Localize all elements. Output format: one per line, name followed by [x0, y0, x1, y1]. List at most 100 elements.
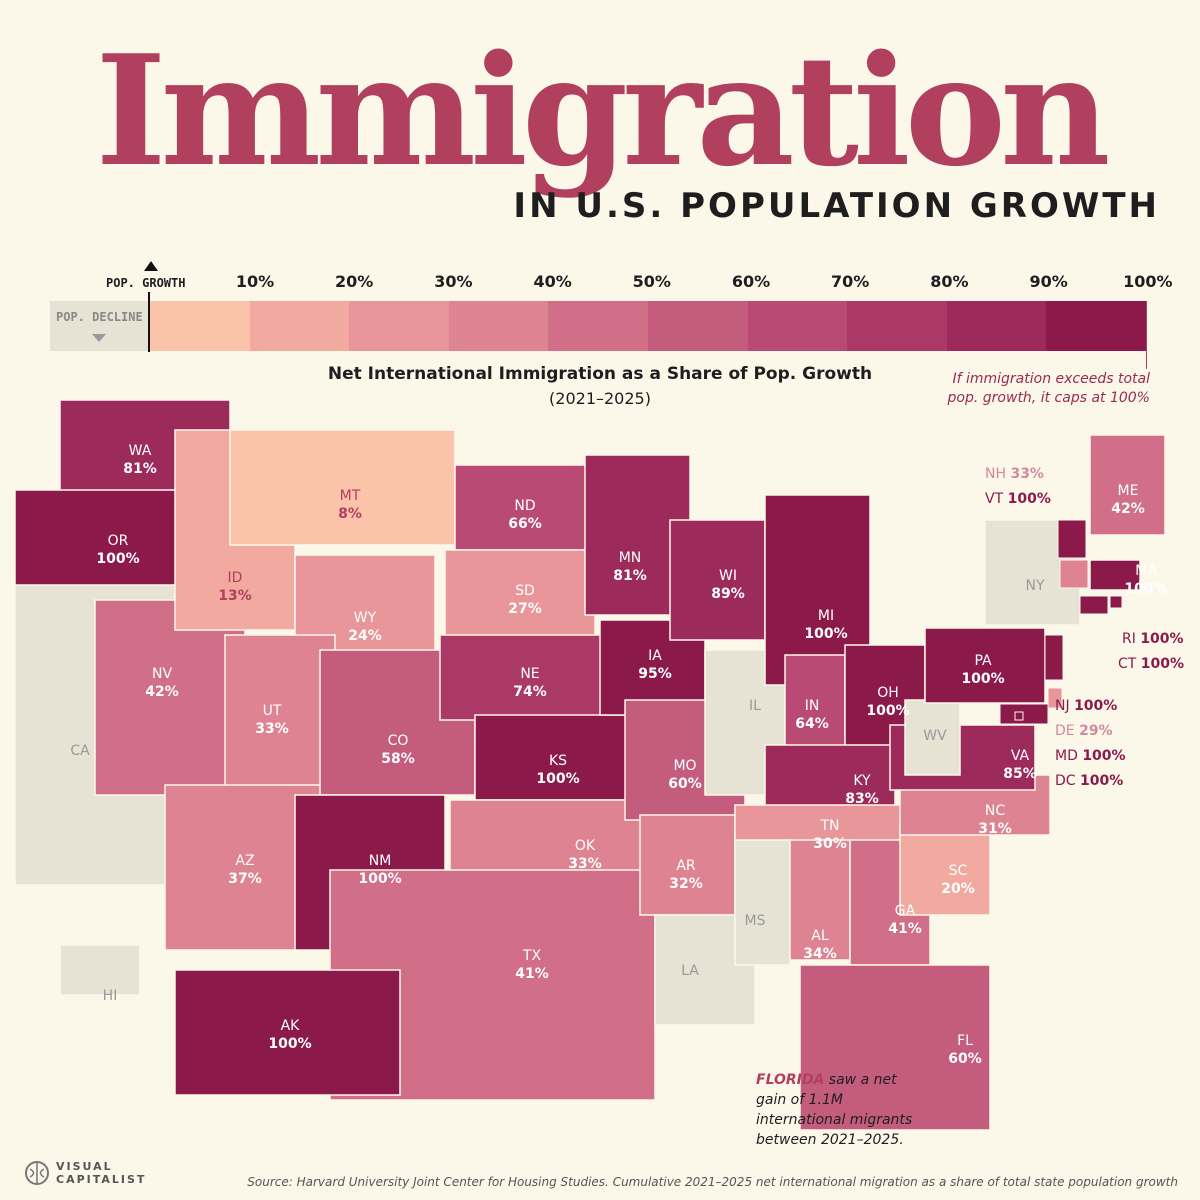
state-value-ky: 83% [845, 791, 879, 807]
state-code-hi: HI [103, 988, 118, 1004]
state-value-nd: 66% [508, 516, 542, 532]
state-label-vt: VT 100% [985, 491, 1051, 507]
state-region-ct [1079, 595, 1109, 615]
legend-color-step [548, 301, 649, 351]
legend-tick-label: 40% [533, 272, 572, 291]
state-code-nc: NC [985, 803, 1005, 819]
state-code-nd: ND [514, 498, 535, 514]
state-code-ks: KS [549, 753, 567, 769]
state-region-fl [799, 964, 991, 1131]
state-region-hi [59, 944, 141, 996]
state-region-nd [454, 464, 596, 551]
legend-tick-label: 70% [831, 272, 870, 291]
subtitle: IN U.S. POPULATION GROWTH [513, 186, 1160, 226]
state-value-ma: 100% [1124, 581, 1167, 597]
state-code-ga: GA [895, 903, 916, 919]
state-value-al: 34% [803, 946, 837, 962]
state-code-me: ME [1118, 483, 1139, 499]
state-code-nv: NV [152, 666, 172, 682]
state-region-ut [224, 634, 336, 796]
state-region-mt [229, 429, 456, 546]
state-code-ny: NY [1025, 578, 1044, 594]
state-code-al: AL [811, 928, 829, 944]
legend-tick-label: 90% [1029, 272, 1068, 291]
legend-color-step [150, 301, 251, 351]
state-region-ak [174, 969, 401, 1096]
legend-color-step [249, 301, 351, 351]
state-label-nj: NJ 100% [1055, 698, 1117, 714]
state-code-wv: WV [923, 728, 947, 744]
state-code-sc: SC [949, 863, 968, 879]
state-code-ms: MS [745, 913, 766, 929]
state-value-va: 85% [1003, 766, 1037, 782]
state-value-in: 64% [795, 716, 829, 732]
state-code-mn: MN [619, 550, 642, 566]
state-value-ia: 95% [638, 666, 672, 682]
state-value-mi: 100% [804, 626, 847, 642]
state-region-ma [1089, 559, 1141, 591]
logo-line-2: CAPITALIST [56, 1173, 147, 1186]
state-region-sc [899, 824, 991, 916]
state-region-md [999, 703, 1049, 725]
state-region-ar [639, 814, 736, 916]
state-code-id: ID [228, 570, 243, 586]
state-code-mo: MO [673, 758, 696, 774]
legend-color-step [648, 301, 749, 351]
logo-line-1: VISUAL [56, 1160, 113, 1173]
state-code-in: IN [805, 698, 820, 714]
state-code-wi: WI [719, 568, 737, 584]
legend-color-step [1046, 301, 1147, 351]
state-region-nh [1059, 559, 1089, 589]
florida-note-highlight: FLORIDA [756, 1072, 825, 1088]
state-value-oh: 100% [866, 703, 909, 719]
state-value-sd: 27% [508, 601, 542, 617]
legend-tick-label: 10% [235, 272, 275, 291]
legend-decline-swatch [50, 301, 148, 351]
state-value-fl: 60% [948, 1051, 982, 1067]
state-region-wi [669, 519, 766, 641]
state-code-ar: AR [676, 858, 696, 874]
state-value-co: 58% [381, 751, 415, 767]
visual-capitalist-logo: VISUAL CAPITALIST [24, 1160, 146, 1186]
state-value-pa: 100% [961, 671, 1004, 687]
state-code-or: OR [108, 533, 129, 549]
state-region-nj [1044, 634, 1064, 681]
state-code-tx: TX [522, 948, 542, 964]
state-code-il: IL [749, 698, 761, 714]
state-value-nm: 100% [358, 871, 401, 887]
state-value-ak: 100% [268, 1036, 311, 1052]
state-code-mi: MI [818, 608, 834, 624]
state-value-ut: 33% [255, 721, 289, 737]
state-code-tn: TN [819, 818, 839, 834]
legend-color-step [747, 301, 849, 351]
state-value-ga: 41% [888, 921, 922, 937]
state-value-ar: 32% [669, 876, 703, 892]
legend-color-step [448, 301, 550, 351]
decline-arrow-icon [92, 334, 106, 342]
main-title: Immigration [95, 21, 1110, 200]
state-region-ks [474, 714, 641, 801]
state-value-nv: 42% [145, 684, 179, 700]
state-code-wa: WA [129, 443, 152, 459]
legend-tick-label: 50% [632, 272, 671, 291]
state-region-pa [924, 627, 1046, 704]
state-label-nh: NH 33% [985, 466, 1044, 482]
state-code-ut: UT [263, 703, 282, 719]
state-code-va: VA [1011, 748, 1030, 764]
state-label-dc: DC 100% [1055, 773, 1123, 789]
state-value-mn: 81% [613, 568, 647, 584]
state-value-mt: 8% [338, 506, 362, 522]
state-code-fl: FL [957, 1033, 973, 1049]
state-value-nc: 31% [978, 821, 1012, 837]
state-region-me [1089, 434, 1166, 536]
state-value-id: 13% [218, 588, 252, 604]
state-label-ri: RI 100% [1122, 631, 1184, 647]
florida-note-text: saw a net gain of 1.1M international mig… [756, 1072, 913, 1148]
legend-tick-label: 60% [731, 272, 771, 291]
legend-zero-line [148, 292, 150, 352]
state-code-ca: CA [70, 743, 90, 759]
state-value-tn: 30% [813, 836, 847, 852]
state-value-wa: 81% [123, 461, 157, 477]
state-region-ri [1109, 595, 1123, 609]
